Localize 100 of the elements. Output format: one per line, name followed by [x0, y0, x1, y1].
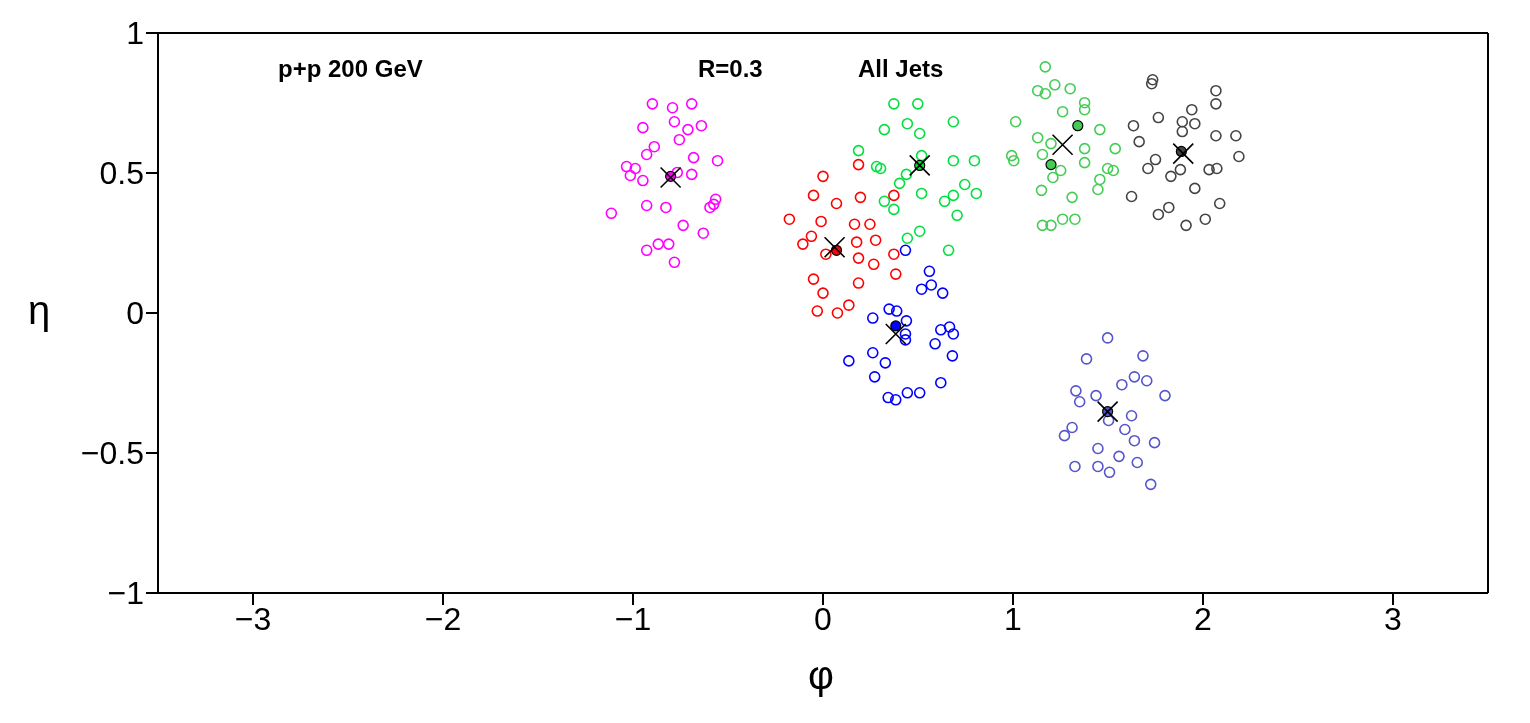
point	[640, 199, 653, 212]
point	[1078, 96, 1091, 109]
point	[1125, 190, 1138, 203]
point	[1103, 466, 1116, 479]
point	[704, 201, 716, 214]
point	[1073, 395, 1086, 408]
y-axis-title: η	[28, 288, 51, 333]
point	[668, 256, 681, 269]
point	[1189, 182, 1201, 195]
point	[879, 357, 892, 369]
point	[1051, 133, 1074, 156]
point	[1045, 159, 1057, 171]
x-tick-label: 1	[1004, 600, 1022, 637]
x-tick-label: 3	[1384, 600, 1402, 637]
point	[947, 328, 960, 340]
point	[936, 287, 949, 299]
point	[1180, 219, 1192, 232]
point	[1152, 111, 1165, 124]
point	[1176, 115, 1189, 128]
point	[624, 169, 637, 182]
point	[1039, 61, 1052, 73]
point	[1092, 183, 1104, 196]
point	[817, 287, 829, 299]
point	[1152, 208, 1165, 221]
point	[1185, 103, 1198, 116]
point	[1039, 87, 1052, 100]
point	[687, 151, 700, 164]
point	[1159, 389, 1171, 402]
point	[660, 201, 672, 214]
point	[1189, 117, 1201, 130]
point	[890, 320, 902, 332]
point	[1144, 478, 1157, 491]
point	[900, 315, 913, 327]
point	[946, 350, 959, 362]
point	[884, 323, 907, 345]
y-tick-label: −0.5	[80, 435, 144, 472]
point	[1116, 378, 1128, 391]
point	[852, 277, 865, 289]
point	[646, 98, 659, 110]
point	[1163, 201, 1175, 214]
point	[1005, 149, 1018, 162]
point	[668, 115, 681, 128]
point	[888, 248, 900, 260]
point	[1092, 460, 1104, 473]
point	[1080, 353, 1093, 365]
point	[1092, 442, 1104, 455]
point	[893, 177, 906, 190]
point	[697, 227, 710, 239]
point	[942, 244, 955, 257]
point	[830, 197, 843, 210]
point	[805, 230, 818, 243]
point	[923, 265, 936, 278]
point	[925, 279, 938, 291]
point	[899, 334, 912, 346]
x-tick-label: 2	[1194, 600, 1212, 637]
point	[1128, 371, 1141, 383]
point	[1233, 150, 1245, 163]
point	[1149, 153, 1162, 166]
point	[915, 187, 928, 200]
point	[1210, 84, 1222, 97]
point	[1127, 119, 1140, 132]
point	[637, 121, 649, 134]
point	[908, 154, 931, 177]
point	[935, 324, 947, 336]
point	[913, 387, 926, 399]
point	[659, 166, 682, 189]
point	[888, 189, 900, 202]
point	[1199, 213, 1212, 225]
point	[815, 215, 827, 228]
point	[1056, 105, 1069, 118]
point	[652, 238, 665, 250]
point	[1069, 460, 1081, 473]
point	[929, 338, 941, 350]
point	[711, 154, 724, 167]
point	[947, 115, 960, 128]
point	[867, 258, 880, 271]
point	[640, 244, 653, 257]
point	[1094, 173, 1106, 186]
point	[1109, 142, 1122, 155]
point	[811, 305, 824, 317]
point	[901, 232, 914, 245]
point	[1045, 219, 1057, 232]
point	[1172, 142, 1195, 165]
x-tick-label: −2	[424, 600, 462, 637]
x-axis-title: φ	[808, 653, 834, 698]
point	[852, 144, 865, 157]
point	[1211, 162, 1223, 175]
point	[947, 154, 960, 167]
point	[1066, 421, 1078, 434]
point	[899, 244, 912, 257]
point	[1131, 456, 1144, 469]
point	[707, 198, 720, 211]
y-tick-label: 0	[126, 295, 144, 332]
point	[648, 140, 661, 153]
point	[1049, 79, 1061, 91]
point	[888, 98, 900, 110]
point	[878, 123, 891, 136]
point	[677, 219, 689, 232]
point	[1036, 219, 1049, 232]
point	[1069, 213, 1081, 225]
